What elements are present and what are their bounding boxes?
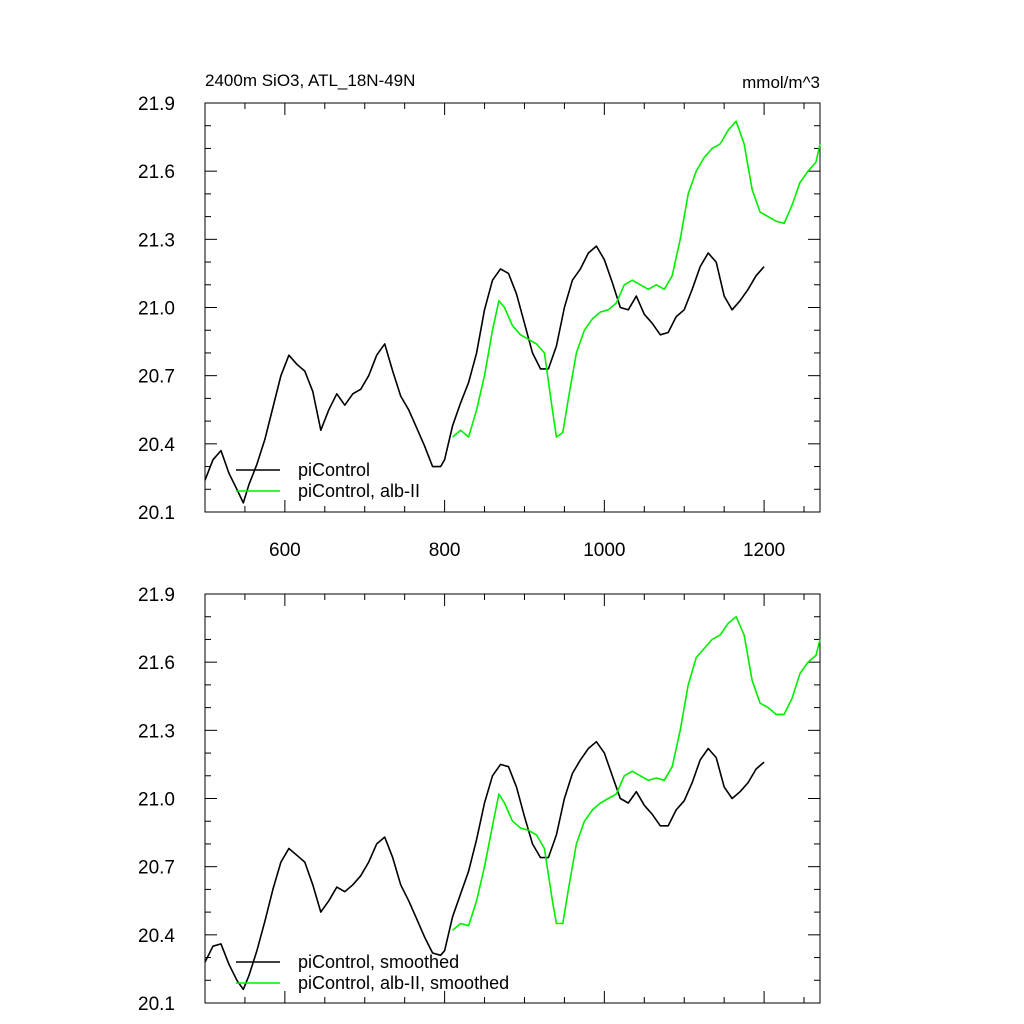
y-tick-label: 21.3 bbox=[138, 230, 175, 251]
y-tick-label: 21.6 bbox=[138, 653, 175, 674]
y-tick-label: 21.0 bbox=[138, 299, 175, 320]
x-tick-label: 1000 bbox=[583, 540, 625, 561]
legend-label-1: piControl bbox=[298, 460, 370, 480]
series-line-2 bbox=[452, 120, 821, 438]
y-tick-label: 21.9 bbox=[138, 94, 175, 115]
units-label: mmol/m^3 bbox=[742, 73, 820, 92]
legend-label-2: piControl, alb-II, smoothed bbox=[298, 973, 509, 993]
x-axis-ticks bbox=[244, 594, 805, 1003]
legend-label-2: piControl, alb-II bbox=[298, 481, 420, 501]
chart-panel-2: 20.1 20.4 20.7 21.0 21.3 21.6 21.9 piControl, s… bbox=[138, 585, 821, 1015]
series-line-1 bbox=[204, 245, 765, 504]
y-tick-label: 21.3 bbox=[138, 721, 175, 742]
y-tick-label: 21.6 bbox=[138, 162, 175, 183]
x-tick-label: 800 bbox=[429, 540, 461, 561]
charts-root: 2400m SiO3, ATL_18N-49N mmol/m^3 600 800 100… bbox=[138, 71, 821, 1015]
y-axis-ticks bbox=[205, 593, 820, 1004]
x-tick-label: 600 bbox=[269, 540, 301, 561]
y-tick-label: 21.0 bbox=[138, 790, 175, 811]
y-tick-label: 21.9 bbox=[138, 585, 175, 606]
y-tick-label: 20.1 bbox=[138, 503, 175, 524]
x-tick-label: 1200 bbox=[743, 540, 785, 561]
y-tick-label: 20.7 bbox=[138, 858, 175, 879]
y-tick-label: 20.4 bbox=[138, 435, 175, 456]
x-axis-ticks bbox=[244, 103, 805, 512]
series-line-1 bbox=[204, 740, 765, 991]
legend-label-1: piControl, smoothed bbox=[298, 952, 459, 972]
series-line-2 bbox=[452, 615, 821, 931]
y-tick-label: 20.4 bbox=[138, 926, 175, 947]
y-axis-ticks bbox=[205, 102, 820, 513]
chart-title: 2400m SiO3, ATL_18N-49N bbox=[205, 71, 415, 90]
chart-panel-1: 2400m SiO3, ATL_18N-49N mmol/m^3 600 800 100… bbox=[138, 71, 821, 561]
y-tick-label: 20.1 bbox=[138, 994, 175, 1015]
y-tick-label: 20.7 bbox=[138, 367, 175, 388]
